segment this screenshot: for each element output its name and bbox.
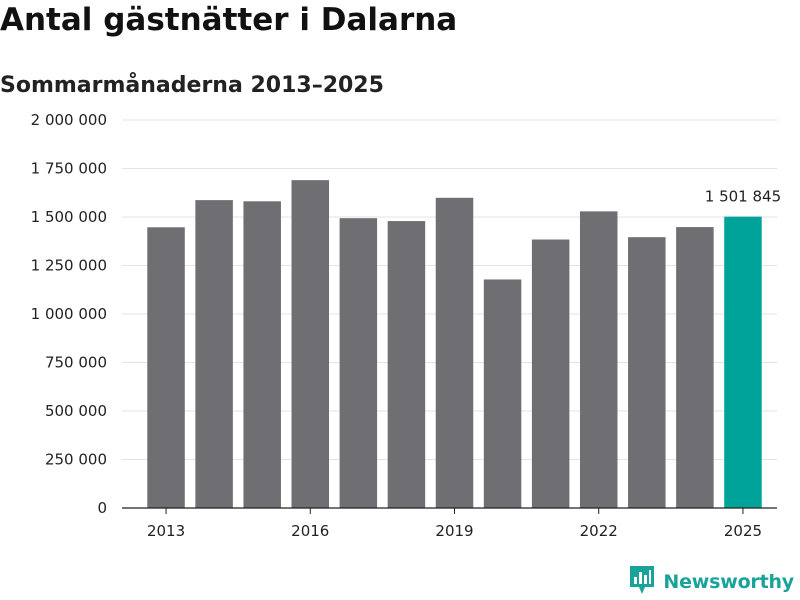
bar — [291, 180, 330, 508]
bar — [483, 279, 522, 508]
bar — [531, 239, 570, 508]
bar — [147, 227, 185, 509]
bar — [243, 201, 281, 508]
chart-title: Antal gästnätter i Dalarna — [0, 2, 458, 38]
bar — [195, 200, 233, 508]
y-tick-label: 1 500 000 — [31, 208, 107, 226]
y-tick-label: 1 250 000 — [31, 257, 107, 275]
bar-chart: 0 250 000 500 000 750 000 1 000 000 1 250 000… — [31, 111, 781, 540]
y-tick-label: 2 000 000 — [31, 111, 107, 129]
bar — [628, 237, 666, 508]
x-tick-label: 2019 — [435, 522, 473, 540]
bar — [339, 218, 378, 508]
bar — [676, 227, 714, 508]
x-tick-label: 2013 — [147, 522, 185, 540]
newsworthy-logo-icon — [629, 565, 655, 599]
y-tick-label: 250 000 — [45, 451, 107, 469]
data-label: 1 501 845 — [705, 188, 781, 206]
bar — [724, 216, 762, 508]
y-tick-label: 750 000 — [45, 354, 107, 372]
x-tick-label: 2016 — [291, 522, 329, 540]
y-tick-label: 1 750 000 — [31, 160, 107, 178]
y-tick-label: 0 — [97, 499, 107, 517]
bar — [579, 211, 618, 508]
chart-subtitle: Sommarmånaderna 2013–2025 — [0, 73, 384, 98]
x-tick-label: 2025 — [724, 522, 762, 540]
y-tick-label: 500 000 — [45, 402, 107, 420]
bar — [435, 197, 474, 508]
y-tick-label: 1 000 000 — [31, 305, 107, 323]
bar — [387, 221, 426, 508]
brand-name: Newsworthy — [663, 571, 794, 593]
brand-logo: Newsworthy — [629, 566, 794, 598]
x-tick-label: 2022 — [580, 522, 618, 540]
